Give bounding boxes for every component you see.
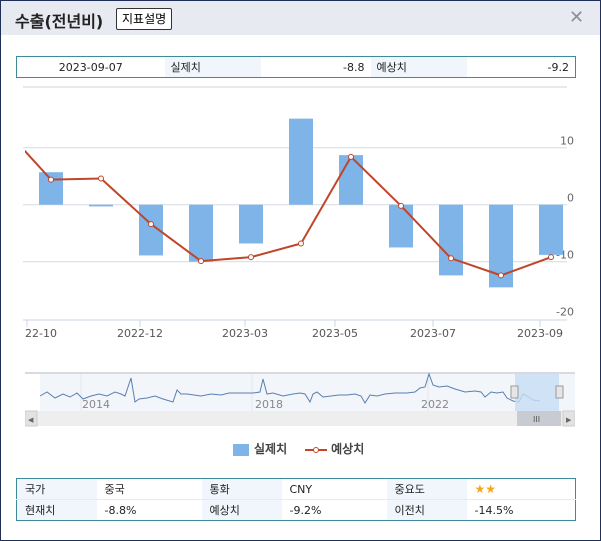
actual-value: -8.8 [343,60,365,74]
close-icon[interactable]: ✕ [569,7,585,28]
forecast-point[interactable] [498,272,504,279]
actual-bar[interactable] [339,155,363,205]
legend-actual-label: 실제치 [254,442,288,456]
current-label: 현재치 [16,499,97,521]
forecast-label: 예상치 [370,56,467,78]
forecast-point[interactable] [98,175,104,182]
indicator-details-table: 국가 중국 통화 CNY 중요도 ★★ 현재치 -8.8% 예상치 -9.2% … [16,478,576,521]
forecast-point[interactable] [248,254,254,261]
navigator[interactable]: 2014 2018 2022 ◀ III ▶ [25,372,575,427]
forecast-point[interactable] [198,258,204,265]
forecast-label: 예상치 [201,499,282,521]
main-chart: 100-10-20 22-10 2022-12 2023-03 2023-05 2023… [23,86,574,340]
release-date: 2023-09-07 [58,60,123,74]
previous-label: 이전치 [386,499,467,521]
currency-label: 통화 [201,478,282,500]
indicator-title: 수출(전년비) [15,12,104,31]
scrollbar-grip: III [533,415,540,424]
scrollbar-thumb[interactable] [517,411,561,426]
x-tick-label: 2023-07 [410,327,456,340]
y-tick-label: 0 [567,192,574,205]
x-tick-label: 22-10 [25,327,57,340]
y-tick-label: -20 [556,306,574,319]
svg-text:◀: ◀ [28,416,34,424]
navigator-handle-left[interactable] [510,385,519,399]
navigator-selection[interactable] [515,374,559,411]
nav-year-label: 2018 [255,398,283,411]
actual-label: 실제치 [164,56,261,78]
bar-swatch-icon [233,443,249,456]
previous-value: -14.5% [474,503,514,517]
arrow-left-icon[interactable] [25,410,38,427]
legend-item-actual[interactable]: 실제치 [233,440,287,457]
forecast-point[interactable] [348,153,354,160]
indicator-description-button[interactable]: 지표설명 [116,8,173,30]
latest-release-bar: 2023-09-07 실제치 -8.8 예상치 -9.2 [16,56,576,78]
forecast-point[interactable] [448,255,454,262]
forecast-point[interactable] [148,221,154,228]
forecast-value: -9.2% [289,503,322,517]
svg-text:▶: ▶ [566,416,572,424]
x-tick-label: 2022-12 [117,327,163,340]
forecast-value: -9.2 [547,60,569,74]
country-label: 국가 [16,478,97,500]
arrow-right-icon[interactable] [562,410,575,427]
chart-legend: 실제치 예상치 [233,440,364,457]
forecast-point[interactable] [398,202,404,209]
forecast-point[interactable] [298,240,304,247]
importance-label: 중요도 [386,478,467,500]
x-tick-label: 2023-03 [222,327,268,340]
legend-forecast-label: 예상치 [331,442,365,456]
y-tick-label: 10 [560,135,574,148]
actual-bar[interactable] [539,204,563,255]
legend-item-forecast[interactable]: 예상치 [305,440,364,457]
navigator-scrollbar[interactable] [25,411,575,426]
x-tick-label: 2023-09 [517,327,563,340]
currency-value: CNY [281,478,387,500]
actual-bar[interactable] [89,204,113,207]
window-header: 수출(전년비) 지표설명 ✕ [1,1,600,35]
nav-year-label: 2022 [421,398,449,411]
actual-bar[interactable] [439,204,463,276]
nav-year-label: 2014 [82,398,110,411]
forecast-line [25,149,552,277]
line-marker-icon [305,446,328,453]
navigator-series [39,372,541,404]
forecast-point[interactable] [48,176,54,183]
actual-bar[interactable] [239,204,263,244]
current-value: -8.8% [104,503,137,517]
actual-bar[interactable] [189,204,213,262]
actual-bar[interactable] [389,204,413,248]
actual-bar[interactable] [289,118,313,205]
x-tick-label: 2023-05 [312,327,358,340]
country-value: 중국 [96,478,202,500]
forecast-point[interactable] [548,254,554,261]
importance-stars-icon: ★★ [474,482,497,496]
navigator-handle-right[interactable] [555,385,564,399]
